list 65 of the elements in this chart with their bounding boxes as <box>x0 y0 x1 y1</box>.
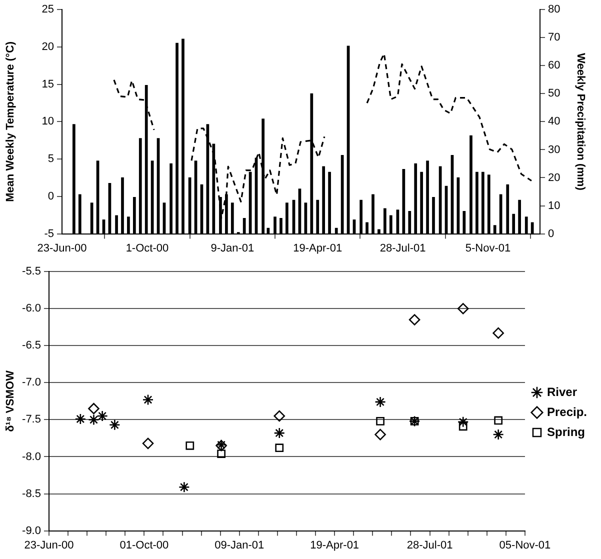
legend-label: Precip. <box>546 404 588 419</box>
y2-tick-label: 70 <box>548 32 560 44</box>
y-tick-label: -6.0 <box>22 302 41 315</box>
point <box>142 394 154 406</box>
point <box>142 438 154 450</box>
x-tick-label: 09-Jan-01 <box>214 539 264 552</box>
x-tick-label: 05-Nov-01 <box>499 539 551 552</box>
y-tick-label: -8.5 <box>22 488 41 500</box>
point <box>88 402 100 414</box>
y2-tick-label: 20 <box>548 172 560 184</box>
x-tick-label: 28-Jul-01 <box>406 539 453 552</box>
point <box>274 427 286 439</box>
x-tick-label: 9-Jan-01 <box>210 242 254 254</box>
y-tick-label: 0 <box>48 190 54 202</box>
y-tick-label: -8.0 <box>22 450 41 463</box>
legend-label: River <box>546 384 578 399</box>
y-tick-label: -7.0 <box>22 376 41 389</box>
x-tick-label: 1-Oct-00 <box>126 242 169 254</box>
y2-tick-label: 10 <box>548 200 560 212</box>
y-tick-label: -7.5 <box>22 414 41 426</box>
x-tick-label: 19-Apr-01 <box>310 539 360 552</box>
x-tick-label: 19-Apr-01 <box>293 242 342 254</box>
y-tick-label: 5 <box>48 153 54 166</box>
x-tick-label: 28-Jul-01 <box>380 242 426 254</box>
y2-axis-title: Weekly Precipitation (mm) <box>574 53 586 191</box>
point <box>494 416 503 425</box>
point <box>217 450 226 458</box>
point <box>458 422 468 431</box>
y-tick-label: 20 <box>42 41 54 53</box>
y-tick-label: -5 <box>44 228 54 240</box>
y-tick-label: -5.5 <box>22 266 41 278</box>
x-tick-label: 5-Nov-01 <box>465 242 511 254</box>
point <box>275 444 284 452</box>
point <box>274 410 286 422</box>
y-tick-label: -9.0 <box>22 524 41 537</box>
y2-tick-label: 40 <box>548 116 560 128</box>
y-tick-label: 25 <box>42 4 54 16</box>
y2-tick-label: 60 <box>548 60 560 72</box>
point <box>186 441 194 450</box>
point <box>74 413 86 425</box>
point <box>88 414 100 426</box>
point <box>374 396 386 408</box>
point <box>109 419 120 431</box>
point <box>376 417 384 426</box>
point <box>178 481 190 493</box>
point <box>374 428 386 440</box>
point <box>457 302 469 314</box>
y-tick-label: -6.5 <box>22 340 41 352</box>
y-axis-title: δ¹⁸ VSMOW <box>4 370 17 432</box>
legend-label: Spring <box>546 424 585 439</box>
x-tick-label: 23-Jun-00 <box>24 539 74 552</box>
x-tick-label: 01-Oct-00 <box>120 539 169 552</box>
x-tick-label: 23-Jun-00 <box>37 242 87 254</box>
point <box>408 314 420 326</box>
y2-tick-label: 80 <box>548 4 560 16</box>
y-axis-title: Mean Weekly Temperature (°C) <box>4 41 17 202</box>
point <box>457 416 469 428</box>
point <box>492 428 504 440</box>
point <box>492 327 504 339</box>
y-tick-label: 10 <box>42 116 54 128</box>
y2-tick-label: 50 <box>548 88 560 100</box>
y-tick-label: 15 <box>42 78 54 90</box>
y2-tick-label: 30 <box>548 144 560 156</box>
y2-tick-label: 0 <box>548 228 554 240</box>
point <box>96 410 108 422</box>
